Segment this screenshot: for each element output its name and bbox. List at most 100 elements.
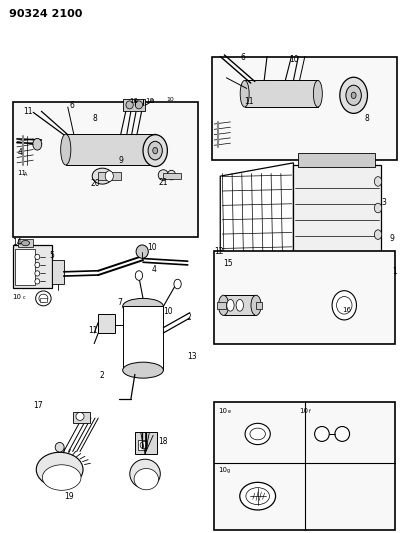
Ellipse shape — [135, 271, 143, 280]
Ellipse shape — [33, 139, 42, 150]
Ellipse shape — [174, 279, 181, 289]
Ellipse shape — [35, 291, 51, 306]
Ellipse shape — [123, 298, 163, 314]
Ellipse shape — [153, 148, 157, 154]
Text: 10: 10 — [299, 408, 308, 414]
Ellipse shape — [335, 426, 350, 441]
Ellipse shape — [35, 279, 40, 284]
Bar — [256, 302, 262, 309]
Bar — [293, 165, 381, 274]
Ellipse shape — [140, 441, 147, 449]
Text: 12: 12 — [215, 247, 224, 256]
Ellipse shape — [246, 488, 269, 505]
Text: 10: 10 — [218, 408, 227, 414]
Bar — [98, 172, 121, 180]
Bar — [40, 298, 47, 302]
Bar — [214, 251, 395, 344]
Text: 9: 9 — [389, 234, 394, 243]
Text: 15: 15 — [224, 260, 233, 268]
Ellipse shape — [236, 300, 244, 311]
Text: 7: 7 — [118, 298, 123, 307]
Text: 90324 2100: 90324 2100 — [9, 9, 82, 19]
Ellipse shape — [36, 453, 83, 487]
Bar — [18, 239, 33, 247]
Text: g: g — [227, 467, 230, 473]
Text: 3: 3 — [381, 198, 386, 207]
Bar — [73, 411, 90, 423]
Ellipse shape — [22, 240, 29, 246]
Text: c: c — [23, 295, 26, 301]
Ellipse shape — [150, 134, 160, 165]
Text: 11: 11 — [88, 326, 98, 335]
Ellipse shape — [218, 295, 228, 316]
Text: 10: 10 — [289, 55, 299, 63]
Ellipse shape — [35, 254, 40, 260]
Text: 5: 5 — [49, 252, 54, 260]
Ellipse shape — [123, 362, 163, 378]
Ellipse shape — [227, 300, 234, 311]
Text: 8: 8 — [365, 114, 369, 123]
Bar — [135, 432, 157, 454]
Bar — [212, 56, 397, 160]
Ellipse shape — [35, 262, 40, 268]
Bar — [66, 134, 155, 165]
Ellipse shape — [375, 230, 382, 239]
Text: 10: 10 — [129, 98, 138, 103]
Ellipse shape — [337, 296, 352, 314]
Ellipse shape — [105, 171, 113, 181]
Text: 4: 4 — [151, 265, 156, 273]
Text: 14: 14 — [12, 238, 22, 247]
Text: 10: 10 — [145, 98, 154, 103]
Text: A: A — [134, 99, 137, 104]
Text: 9: 9 — [119, 156, 124, 165]
Ellipse shape — [39, 294, 48, 303]
Ellipse shape — [134, 469, 158, 490]
Ellipse shape — [148, 141, 162, 160]
Ellipse shape — [313, 80, 322, 107]
Text: 10: 10 — [166, 97, 174, 102]
Text: 16: 16 — [342, 307, 351, 313]
Ellipse shape — [61, 134, 71, 165]
Ellipse shape — [375, 203, 382, 213]
Bar — [138, 440, 146, 450]
Ellipse shape — [130, 459, 160, 488]
Text: 17: 17 — [33, 401, 43, 410]
Ellipse shape — [351, 92, 356, 99]
Text: 21: 21 — [158, 178, 168, 187]
Bar — [98, 314, 115, 333]
Bar — [217, 302, 226, 309]
Ellipse shape — [332, 290, 357, 320]
Text: 10: 10 — [147, 244, 157, 253]
Ellipse shape — [315, 426, 329, 441]
Ellipse shape — [136, 245, 148, 259]
Ellipse shape — [340, 77, 368, 114]
Text: 10: 10 — [218, 466, 227, 473]
Text: 11: 11 — [23, 107, 33, 116]
Bar — [123, 306, 163, 370]
Text: f: f — [308, 409, 310, 414]
Text: 2: 2 — [100, 371, 104, 380]
Ellipse shape — [240, 80, 249, 107]
Text: 11: 11 — [245, 97, 254, 106]
Bar — [13, 102, 198, 237]
Bar — [224, 295, 256, 316]
Text: 11: 11 — [17, 171, 26, 176]
Bar — [51, 260, 64, 284]
Ellipse shape — [346, 85, 361, 106]
Ellipse shape — [135, 101, 143, 109]
Ellipse shape — [250, 428, 265, 440]
Ellipse shape — [92, 168, 113, 184]
Ellipse shape — [126, 101, 133, 109]
Text: 8: 8 — [93, 114, 98, 123]
Bar — [13, 245, 51, 288]
Text: B: B — [150, 99, 154, 104]
Bar — [245, 80, 318, 107]
Text: 4: 4 — [18, 148, 23, 157]
Ellipse shape — [240, 482, 275, 510]
Text: 6: 6 — [241, 53, 246, 62]
Ellipse shape — [76, 413, 84, 421]
Text: e: e — [228, 409, 231, 414]
Text: 2: 2 — [187, 312, 192, 321]
Ellipse shape — [245, 423, 270, 445]
Text: A: A — [24, 172, 28, 176]
